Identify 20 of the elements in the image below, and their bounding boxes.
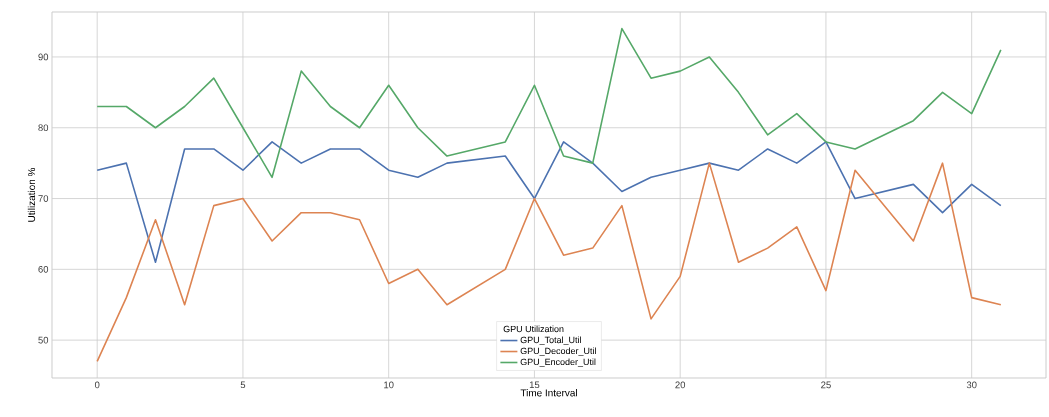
x-tick-label: 5 xyxy=(240,381,246,389)
x-tick-label: 10 xyxy=(384,381,394,389)
y-tick-label: 80 xyxy=(38,124,49,132)
y-axis-title: Utilization % xyxy=(27,167,36,222)
y-tick-label: 60 xyxy=(38,265,49,273)
x-axis-title: Time Interval xyxy=(520,389,577,397)
x-tick-label: 25 xyxy=(821,381,831,389)
legend-label: GPU_Total_Util xyxy=(520,336,581,345)
legend-title: GPU Utilization xyxy=(503,325,564,333)
line-series xyxy=(96,141,1002,264)
x-tick-label: 30 xyxy=(966,381,977,389)
legend-label: GPU_Encoder_Util xyxy=(520,358,596,367)
y-tick-label: 70 xyxy=(38,195,49,202)
legend-label: GPU_Decoder_Util xyxy=(520,347,596,356)
y-tick-label: 50 xyxy=(38,336,49,344)
line-series xyxy=(96,27,1002,179)
x-tick-label: 0 xyxy=(94,381,100,389)
y-tick-label: 90 xyxy=(38,53,49,61)
x-tick-label: 20 xyxy=(675,381,686,389)
x-tick-label: 15 xyxy=(529,381,540,389)
